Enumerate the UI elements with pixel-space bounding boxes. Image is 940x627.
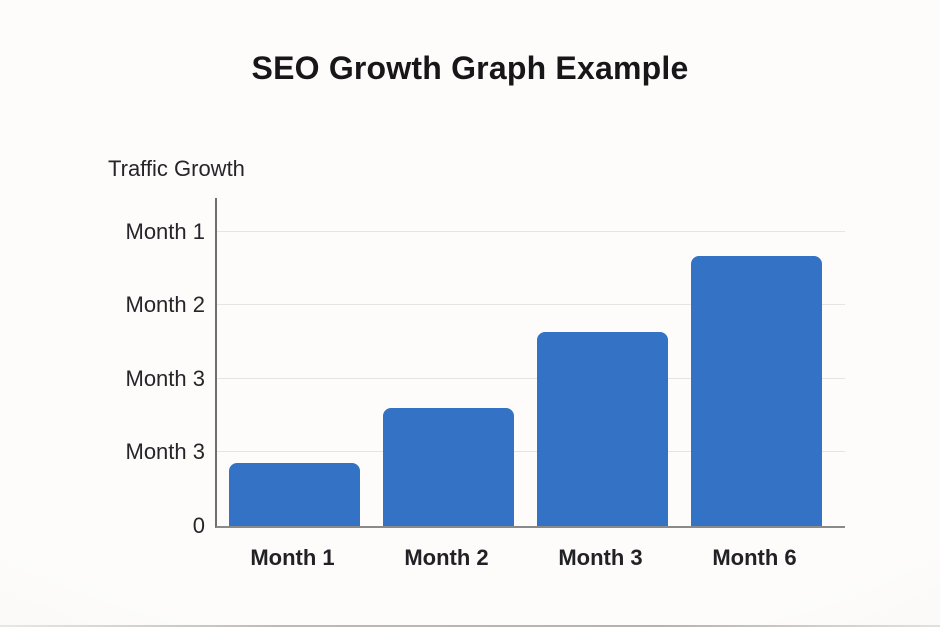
y-axis-title: Traffic Growth [108, 156, 245, 181]
x-axis-tick-labels: Month 1 Month 2 Month 3 Month 6 [215, 545, 843, 577]
gridline [217, 377, 845, 379]
page-bottom-edge [0, 625, 940, 627]
chart-title: SEO Growth Graph Example [251, 50, 689, 86]
bar-month-1 [229, 462, 360, 526]
plot-area [215, 198, 845, 528]
gridline [217, 304, 845, 306]
y-tick-label: 0 [192, 513, 205, 538]
gridline [217, 230, 845, 232]
y-tick-label: Month 3 [125, 439, 206, 465]
y-tick-label: Month 1 [125, 218, 206, 244]
bar-month-3 [537, 331, 668, 526]
x-tick-label: Month 1 [250, 545, 335, 570]
bar-month-6 [691, 256, 822, 526]
x-tick-label: Month 6 [712, 545, 797, 570]
x-tick-label: Month 3 [558, 545, 643, 570]
y-tick-label: Month 2 [125, 292, 206, 318]
gridline [217, 451, 845, 453]
x-tick-label: Month 2 [404, 545, 489, 570]
y-axis-tick-labels: Month 1 Month 2 Month 3 Month 3 0 [60, 198, 206, 538]
bar-month-2 [383, 407, 514, 526]
y-tick-label: Month 3 [125, 365, 206, 391]
